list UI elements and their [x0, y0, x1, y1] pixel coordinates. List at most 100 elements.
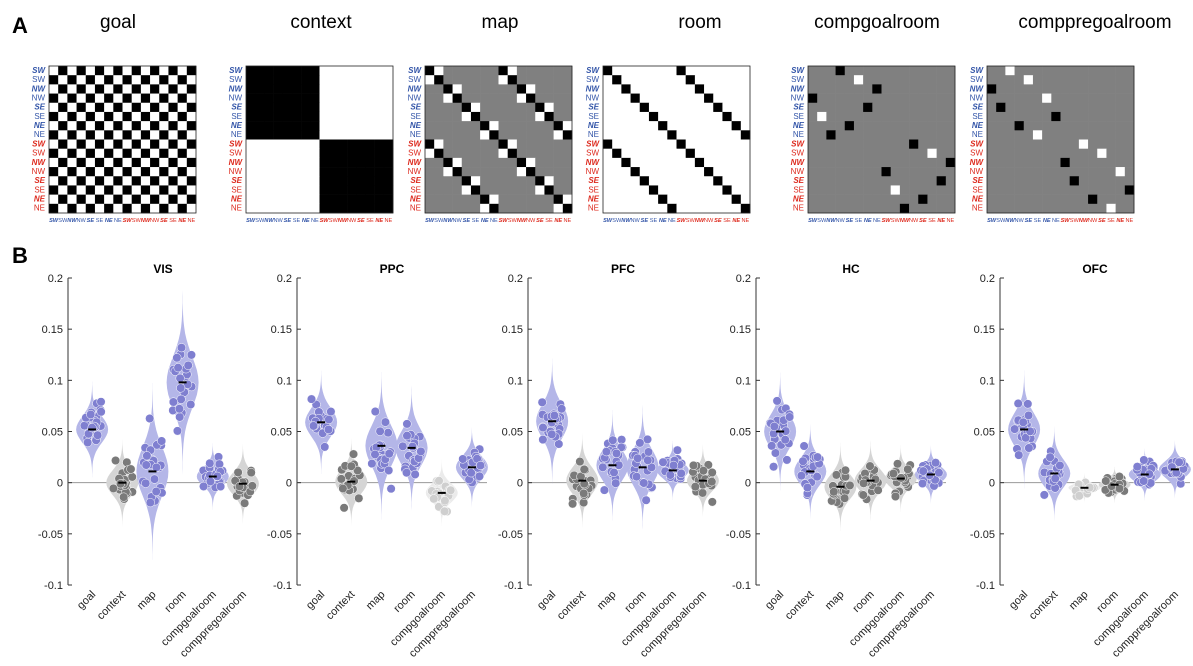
matrix-cell [1088, 167, 1098, 177]
matrix-cell [936, 139, 947, 149]
matrix-cell [722, 102, 732, 113]
matrix-cell [704, 84, 714, 94]
y-tick-label: 0.2 [736, 273, 751, 285]
data-point [142, 451, 152, 461]
y-tick-label: 0.15 [42, 324, 63, 336]
matrix-cell [58, 84, 68, 94]
matrix-cell [328, 194, 339, 205]
matrix-cell [872, 66, 882, 76]
matrix-cell [863, 176, 873, 186]
matrix-cell [553, 194, 564, 205]
matrix-cell [881, 148, 891, 159]
matrix-cell [1014, 139, 1025, 149]
matrix-cell [85, 84, 96, 94]
data-point [157, 436, 167, 446]
data-point [799, 441, 809, 451]
matrix-cell [899, 148, 910, 159]
matrix-cell [177, 167, 188, 177]
matrix-cell [817, 93, 827, 104]
matrix-cell [1023, 157, 1034, 168]
matrix-cell [713, 93, 723, 104]
matrix-cell [489, 157, 499, 168]
matrix-cell [461, 148, 472, 159]
matrix-cell [872, 167, 882, 177]
matrix-cell [291, 167, 302, 177]
plot-title: PPC [380, 262, 405, 276]
matrix-cell [49, 139, 59, 149]
matrix-cell [113, 194, 123, 205]
matrix-cell [356, 75, 366, 85]
data-point [643, 455, 653, 465]
matrix-cell [489, 121, 499, 131]
matrix-cell [526, 84, 536, 94]
matrix-cell [676, 148, 686, 159]
matrix-cell [58, 157, 68, 168]
matrix-cell [347, 84, 357, 94]
matrix-cell [927, 66, 937, 76]
matrix-cell [872, 121, 882, 131]
matrix-cell [553, 66, 564, 76]
matrix-cell [434, 139, 444, 149]
matrix-cell [835, 194, 846, 205]
matrix-cell [936, 84, 947, 94]
matrix-cell [273, 84, 284, 94]
y-tick-label: 0.05 [730, 427, 751, 439]
matrix-col-label: SE [169, 218, 177, 224]
matrix-cell [1097, 75, 1107, 85]
matrix-col-label: SW [1061, 218, 1071, 224]
matrix-cell [255, 111, 265, 122]
matrix-cell [996, 93, 1006, 104]
matrix-cell [273, 66, 284, 76]
data-point [119, 492, 129, 502]
data-point [1139, 455, 1149, 465]
matrix-cell [282, 139, 293, 149]
matrix-cell [996, 148, 1006, 159]
matrix-cell [535, 93, 545, 104]
matrix-cell [374, 121, 385, 131]
x-tick-label: goal [304, 589, 327, 612]
matrix-row-label: NW [586, 84, 601, 93]
data-point [1174, 457, 1184, 467]
matrix-col-label: SE [928, 218, 936, 224]
matrix-cell [740, 203, 751, 214]
matrix-cell [113, 102, 123, 113]
matrix-cell [434, 148, 444, 159]
matrix-row-label: SW [32, 149, 45, 158]
matrix-cell [1069, 139, 1080, 149]
matrix-cell [909, 75, 919, 85]
matrix-row-label: SW [586, 139, 600, 148]
matrix-cell [817, 203, 827, 214]
matrix-cell [383, 148, 394, 159]
matrix-cell [658, 194, 668, 205]
matrix-cell [826, 111, 836, 122]
data-point [176, 343, 187, 353]
matrix-cell [131, 75, 142, 85]
matrix-cell [337, 139, 348, 149]
matrix-col-label: SE [293, 218, 301, 224]
matrix-cell [648, 93, 659, 104]
matrix-row-label: NE [793, 121, 805, 130]
matrix-cell [1042, 66, 1052, 76]
matrix-row-label: SE [972, 176, 983, 185]
plot-title: VIS [153, 262, 172, 276]
matrix-cell [945, 176, 956, 186]
matrix-cell [544, 130, 554, 140]
matrix-cell [835, 66, 846, 76]
matrix-cell [987, 75, 997, 85]
matrix-cell [890, 130, 901, 140]
matrix-cell [186, 130, 197, 140]
matrix-cell [1088, 139, 1098, 149]
matrix-cell [853, 93, 864, 104]
matrix-cell [553, 167, 564, 177]
data-point [353, 465, 363, 476]
data-point [83, 437, 93, 448]
matrix-cell [337, 75, 348, 85]
data-point [149, 474, 160, 484]
matrix-cell [282, 167, 293, 177]
matrix-cell [826, 148, 836, 159]
matrix-cell [159, 203, 169, 214]
matrix-cell [113, 176, 123, 186]
matrix-cell [1088, 93, 1098, 104]
matrix-cell [1005, 130, 1015, 140]
matrix-cell [909, 121, 919, 131]
